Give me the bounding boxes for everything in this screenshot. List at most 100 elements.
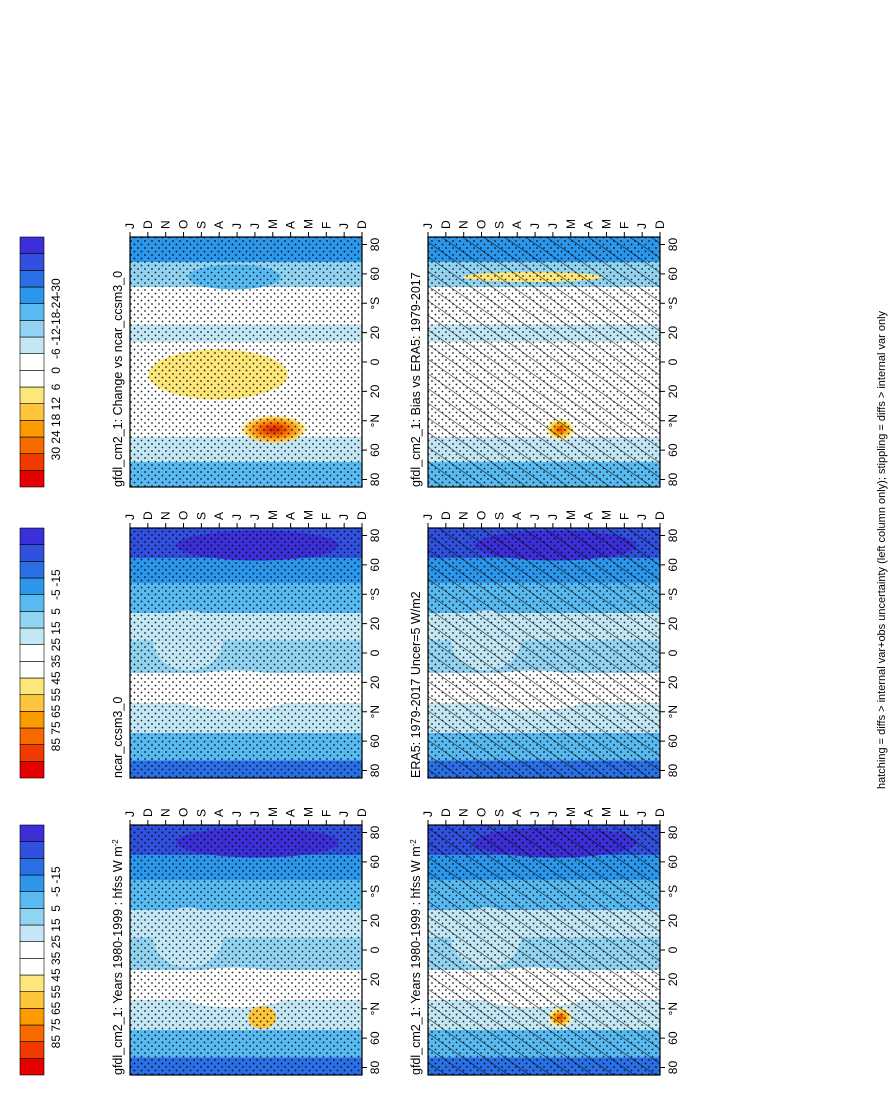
colorbar-swatch — [19, 386, 45, 404]
month-label: J — [635, 223, 649, 229]
stippling-overlay — [130, 237, 362, 487]
colorbar-swatch — [19, 761, 45, 779]
month-label: J — [123, 514, 137, 520]
lat-label: 60 — [368, 443, 382, 457]
month-label: J — [337, 223, 351, 229]
lat-label: 20 — [666, 675, 680, 689]
colorbar-swatch — [19, 1041, 45, 1059]
month-label: A — [582, 512, 596, 520]
colorbar-swatch — [19, 694, 45, 712]
colorbar-swatch — [19, 544, 45, 562]
panel-title: ncar_ccsm3_0 — [111, 697, 125, 778]
colorbar-swatch — [19, 236, 45, 254]
stippling-overlay — [130, 528, 362, 778]
month-label: D — [439, 808, 453, 817]
panel-title: gfdl_cm2_1: Years 1980-1999 : hfss W m-2 — [409, 839, 424, 1075]
lat-label: 80 — [666, 1061, 680, 1075]
colorbar-label: 65 — [49, 704, 63, 718]
lat-label: °N — [368, 414, 382, 427]
month-label: J — [123, 811, 137, 817]
footnote: hatching = diffs > internal var+obs unce… — [876, 310, 888, 789]
panel-title: ERA5: 1979-2017 Uncer=5 W/m2 — [409, 591, 423, 778]
colorbar-swatch — [19, 403, 45, 421]
month-label: J — [546, 223, 560, 229]
lat-label: 20 — [368, 617, 382, 631]
month-label: S — [194, 221, 208, 229]
colorbar-label: 6 — [49, 383, 63, 390]
stippling-overlay — [130, 825, 362, 1075]
colorbar-label: -15 — [49, 569, 63, 587]
lat-label: °N — [666, 705, 680, 718]
month-label: M — [564, 807, 578, 817]
month-label: A — [284, 221, 298, 229]
colorbar-swatch — [19, 370, 45, 388]
month-label: O — [475, 808, 489, 817]
colorbar-label: 15 — [49, 918, 63, 932]
month-label: S — [194, 809, 208, 817]
panel-1: DJFMAMJJASONDJ8060°N20020°S6080gfdl_cm2_… — [317, 807, 680, 1076]
colorbar-label: 55 — [49, 688, 63, 702]
colorbar-label: 25 — [49, 638, 63, 652]
lat-label: 0 — [666, 358, 680, 365]
month-label: J — [546, 514, 560, 520]
panel-6: DJFMAMJJASONDJ8060°N20020°S6080gfdl_cm2_… — [19, 219, 382, 488]
lat-label: 80 — [368, 238, 382, 252]
lat-label: 20 — [666, 617, 680, 631]
colorbar-swatch — [19, 991, 45, 1009]
month-label: J — [528, 811, 542, 817]
month-label: A — [582, 809, 596, 817]
month-label: M — [564, 510, 578, 520]
panel-title: gfdl_cm2_1: Years 1980-1999 : hfss W m-2 — [111, 839, 126, 1075]
panel-title: gfdl_cm2_1: Change vs ncar_ccsm3_0 — [111, 271, 125, 487]
hatching-overlay — [428, 237, 660, 487]
colorbar-swatch — [19, 453, 45, 471]
colorbar-label: 55 — [49, 985, 63, 999]
month-label: O — [475, 220, 489, 229]
month-label: J — [248, 811, 262, 817]
colorbar-swatch — [19, 924, 45, 942]
colorbar-label: 18 — [49, 413, 63, 427]
title-superscript: -2 — [409, 839, 418, 847]
colorbar-swatch — [19, 420, 45, 438]
colorbar-label: 5 — [49, 608, 63, 615]
colorbar-swatch — [19, 874, 45, 892]
colorbar-swatch — [19, 561, 45, 579]
colorbar-label: -30 — [49, 278, 63, 296]
colorbar-swatch — [19, 711, 45, 729]
colorbar-label: 45 — [49, 968, 63, 982]
month-label: A — [510, 809, 524, 817]
lat-label: 20 — [368, 675, 382, 689]
lat-label: 60 — [368, 558, 382, 572]
month-label: D — [355, 220, 369, 229]
lat-label: 80 — [666, 826, 680, 840]
colorbar-swatch — [19, 627, 45, 645]
lat-label: 20 — [368, 326, 382, 340]
month-label: A — [284, 512, 298, 520]
month-label: M — [301, 510, 315, 520]
lat-label: °N — [666, 414, 680, 427]
lat-label: 60 — [666, 443, 680, 457]
month-label: N — [457, 808, 471, 817]
colorbar-label: 12 — [49, 397, 63, 411]
hatching-overlay — [428, 528, 660, 778]
month-label: N — [159, 220, 173, 229]
lat-label: °S — [666, 588, 680, 601]
colorbar-label: -5 — [49, 886, 63, 897]
panel-2: DJFMAMJJASONDJ8060°N20020°S6080gfdl_cm2_… — [19, 807, 382, 1076]
lat-label: °N — [666, 1002, 680, 1015]
month-label: M — [301, 219, 315, 229]
month-label: A — [582, 221, 596, 229]
lat-label: 0 — [368, 358, 382, 365]
month-label: M — [564, 219, 578, 229]
month-label: S — [194, 512, 208, 520]
lat-label: 80 — [368, 764, 382, 778]
colorbar-swatch — [19, 577, 45, 595]
lat-label: 80 — [666, 764, 680, 778]
month-label: A — [212, 809, 226, 817]
colorbar-label: 35 — [49, 654, 63, 668]
month-label: J — [248, 223, 262, 229]
colorbar-swatch — [19, 594, 45, 612]
month-label: S — [492, 809, 506, 817]
month-label: A — [510, 221, 524, 229]
